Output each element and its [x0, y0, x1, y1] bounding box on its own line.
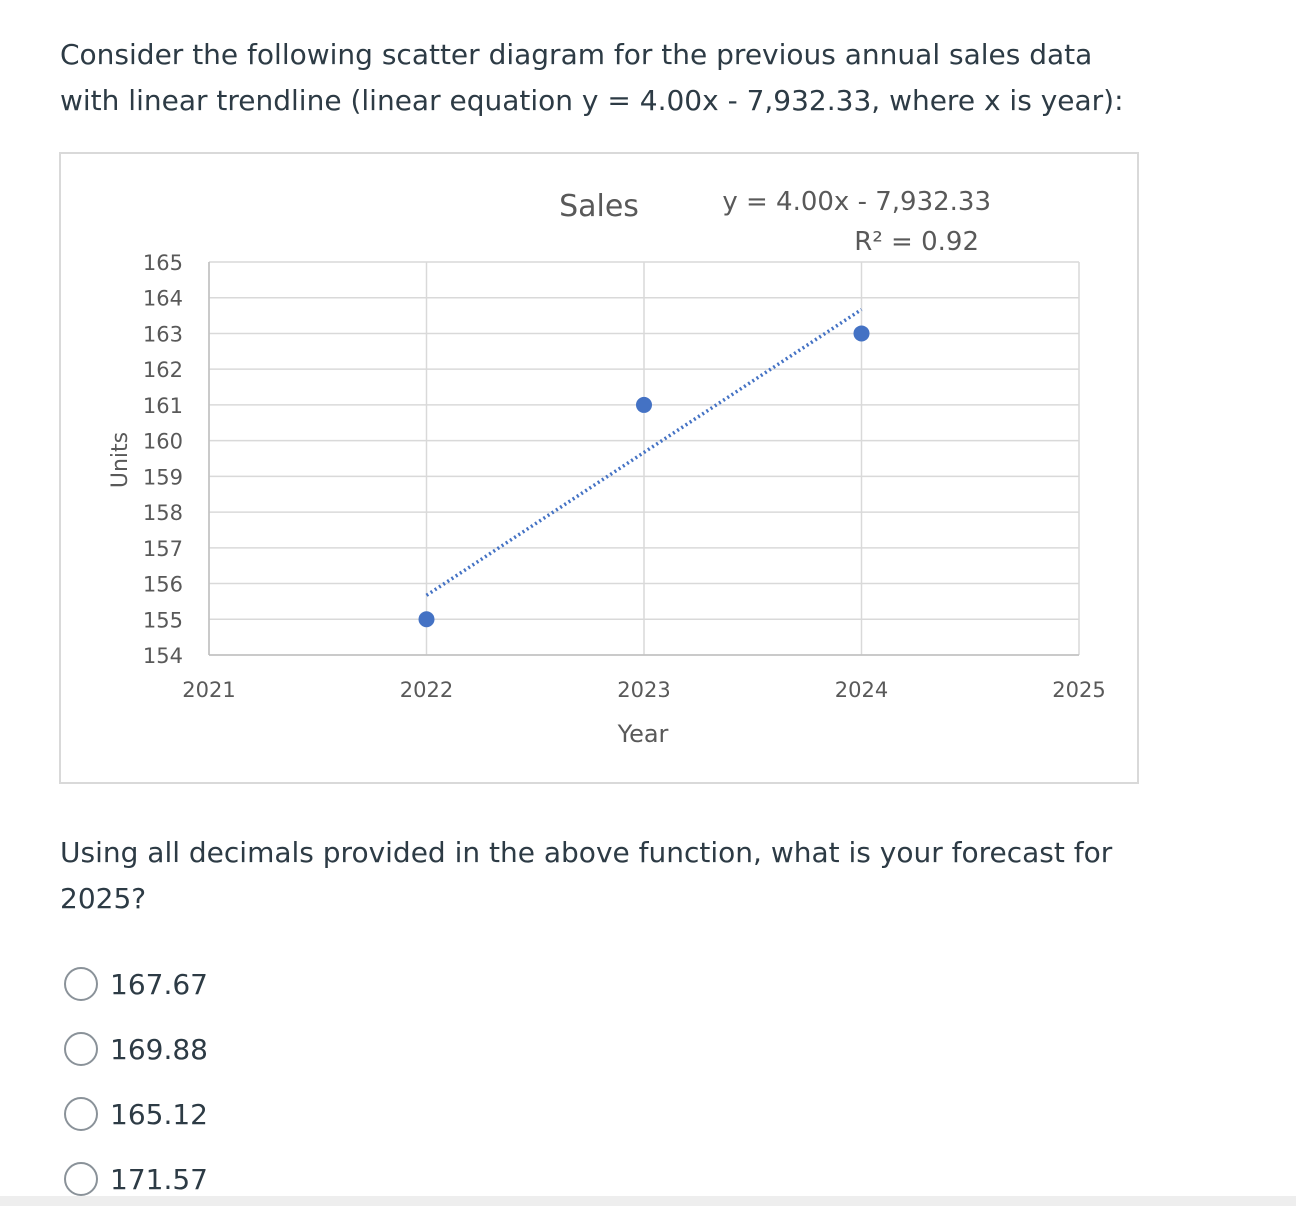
- x-tick-label: 2023: [617, 678, 670, 702]
- y-tick-label: 159: [143, 465, 183, 489]
- radio-button[interactable]: [64, 1162, 98, 1196]
- trendline: [425, 308, 863, 597]
- answer-label: 169.88: [110, 1032, 208, 1066]
- scroll-edge: [0, 1196, 1296, 1206]
- answer-label: 165.12: [110, 1097, 208, 1131]
- x-tick-label: 2024: [835, 678, 888, 702]
- x-tick-label: 2025: [1052, 678, 1105, 702]
- y-tick-label: 165: [143, 251, 183, 275]
- y-tick-label: 163: [143, 322, 183, 346]
- data-point: [636, 396, 652, 413]
- y-tick-label: 157: [143, 537, 183, 561]
- x-axis-label: Year: [617, 720, 669, 748]
- data-point: [418, 611, 435, 628]
- x-tick-label: 2022: [400, 678, 453, 702]
- radio-button[interactable]: [64, 967, 98, 1001]
- y-tick-label: 162: [143, 358, 183, 382]
- forecast-prompt: Using all decimals provided in the above…: [60, 836, 1113, 915]
- answer-option-1[interactable]: 167.67: [64, 962, 208, 1006]
- trendline-r-squared: R² = 0.92: [854, 227, 979, 257]
- question-line-1: Consider the following scatter diagram f…: [60, 38, 1093, 71]
- y-tick-label: 155: [143, 608, 183, 632]
- answer-option-2[interactable]: 169.88: [64, 1027, 208, 1071]
- radio-button[interactable]: [64, 1097, 98, 1131]
- answer-label: 171.57: [110, 1162, 208, 1196]
- y-tick-label: 158: [143, 501, 183, 525]
- chart-canvas: 154 155 156 157 158 159 160 161 162 163 164 165 202…: [108, 187, 1106, 748]
- chart-title: Sales: [559, 189, 639, 224]
- trendline-equation: y = 4.00x - 7,932.33: [722, 187, 991, 217]
- answer-options: 167.67 169.88 165.12 171.57: [64, 962, 208, 1222]
- y-tick-label: 164: [143, 287, 183, 311]
- x-tick-label: 2021: [182, 678, 235, 702]
- scatter-chart: 154 155 156 157 158 159 160 161 162 163 164 165 202…: [59, 152, 1139, 784]
- y-tick-label: 161: [143, 394, 183, 418]
- y-tick-label: 160: [143, 430, 183, 454]
- question-line-2: with linear trendline (linear equation y…: [60, 84, 1124, 117]
- answer-option-3[interactable]: 165.12: [64, 1092, 208, 1136]
- y-tick-label: 154: [143, 644, 183, 668]
- answer-option-4[interactable]: 171.57: [64, 1157, 208, 1201]
- y-axis-label: Units: [108, 432, 133, 488]
- y-tick-label: 156: [143, 573, 183, 597]
- answer-label: 167.67: [110, 967, 208, 1001]
- data-point: [853, 325, 870, 342]
- question-text: Consider the following scatter diagram f…: [60, 32, 1200, 124]
- radio-button[interactable]: [64, 1032, 98, 1066]
